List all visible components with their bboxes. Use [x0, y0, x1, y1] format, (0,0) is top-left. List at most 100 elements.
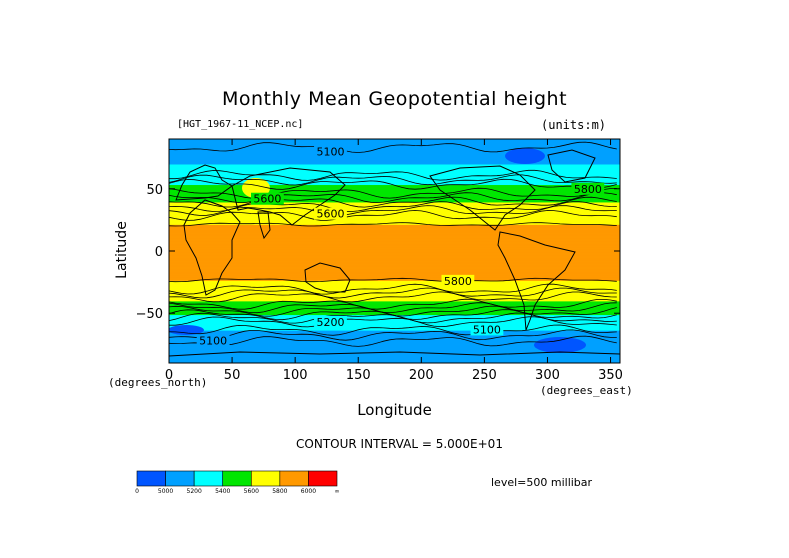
color-band: [169, 279, 620, 281]
color-band: [169, 303, 620, 305]
color-band: [169, 231, 620, 233]
color-band: [169, 149, 620, 151]
color-band: [169, 188, 620, 190]
x-tick-label: 350: [598, 368, 623, 383]
colorbar-label: 0: [135, 488, 139, 495]
color-band: [169, 294, 620, 296]
contour-label-background: [314, 315, 347, 328]
colorbar-label: 5400: [215, 488, 230, 495]
color-band: [169, 232, 620, 234]
color-band: [169, 140, 620, 142]
color-band: [169, 236, 620, 238]
color-band: [169, 178, 620, 180]
color-band: [169, 232, 620, 235]
color-band: [169, 305, 620, 307]
color-band: [169, 255, 620, 258]
color-band: [169, 313, 620, 315]
color-band: [169, 170, 620, 172]
color-band: [169, 310, 620, 312]
color-band: [169, 170, 620, 172]
color-band: [169, 346, 620, 349]
color-band: [169, 254, 620, 256]
color-band: [169, 349, 620, 352]
color-band: [169, 343, 620, 345]
color-band: [169, 356, 620, 358]
color-band: [169, 261, 620, 263]
color-band: [169, 203, 620, 205]
contour-label-background: [314, 145, 347, 158]
color-band: [169, 151, 620, 153]
color-band: [169, 328, 620, 330]
color-band: [169, 313, 620, 316]
color-band: [169, 348, 620, 350]
color-band: [169, 150, 620, 153]
contour-line: [169, 302, 617, 314]
color-band: [169, 212, 620, 214]
color-band: [169, 354, 620, 357]
color-band: [169, 323, 620, 325]
color-band: [169, 340, 620, 342]
color-band: [169, 208, 620, 210]
color-band: [169, 239, 620, 241]
color-band: [169, 158, 620, 161]
contour-line: [169, 187, 617, 199]
color-band: [169, 173, 620, 176]
color-band: [169, 353, 620, 355]
color-band: [169, 224, 620, 226]
color-band: [169, 209, 620, 211]
color-band: [169, 207, 620, 209]
color-band: [169, 252, 620, 254]
regional-anomalies: [169, 148, 586, 353]
contour-line: [169, 210, 617, 221]
color-band: [169, 159, 620, 161]
color-band: [169, 174, 620, 176]
color-band: [169, 140, 620, 143]
color-band: [169, 335, 620, 337]
y-axis-unit: (degrees_north): [108, 376, 208, 389]
x-axis-unit: (degrees_east): [540, 384, 633, 397]
color-band: [169, 249, 620, 251]
color-band: [169, 203, 620, 205]
color-band: [169, 172, 620, 174]
color-band: [169, 171, 620, 174]
polar-low-anomaly: [505, 148, 545, 164]
color-band: [169, 244, 620, 246]
color-band: [169, 360, 620, 362]
color-band: [169, 359, 620, 361]
color-band: [169, 325, 620, 327]
color-band: [169, 275, 620, 277]
color-band: [169, 252, 620, 255]
contour-label: 5200: [316, 316, 344, 329]
color-band: [169, 307, 620, 309]
antarctica-coastline: [169, 351, 620, 357]
africa-coastline: [183, 199, 241, 296]
color-band: [169, 167, 620, 169]
color-band: [169, 243, 620, 245]
color-band: [169, 302, 620, 304]
color-band: [169, 244, 620, 246]
color-band: [169, 346, 620, 348]
y-axis-ticks: −50 0 50: [136, 183, 620, 322]
color-band: [169, 246, 620, 248]
color-band: [169, 154, 620, 156]
contour-label: 5600: [253, 193, 281, 206]
color-band: [169, 270, 620, 273]
color-band: [169, 348, 620, 350]
colorbar-label: 5600: [244, 488, 259, 495]
color-band: [169, 322, 620, 324]
color-band: [169, 285, 620, 287]
color-band: [169, 333, 620, 335]
color-band: [169, 276, 620, 278]
color-band: [169, 262, 620, 264]
colorbar-swatch: [165, 470, 195, 487]
color-band: [169, 287, 620, 289]
y-tick-label: −50: [136, 307, 163, 322]
color-band: [169, 193, 620, 195]
color-band: [169, 226, 620, 228]
x-axis-ticks: 0 50 100 150 200 250 300 350: [165, 139, 623, 383]
color-band: [169, 320, 620, 322]
color-band: [169, 160, 620, 162]
color-band: [169, 213, 620, 215]
color-band: [169, 214, 620, 217]
contour-line: [169, 178, 617, 190]
